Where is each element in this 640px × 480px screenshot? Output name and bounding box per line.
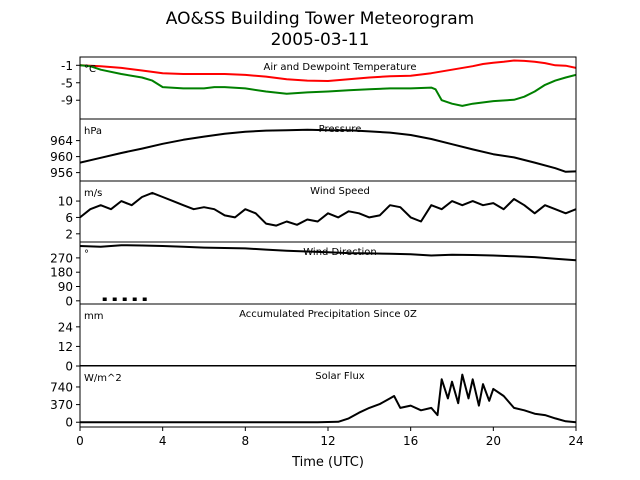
y-tick-label: 24 [58,320,73,334]
panel-precipitation: 24 12 0 Accumulated Precipitation Since 0Z m… [58,303,577,374]
x-tick-label: 12 [320,434,335,448]
y-tick-label: -5 [61,76,73,90]
panel-title: Air and Dewpoint Temperature [264,62,417,73]
series-line-solar_flux-0 [80,373,576,424]
series-line-wind_speed-0 [80,191,576,227]
y-tick-label: 180 [50,266,73,280]
y-tick-label: 6 [65,211,73,225]
x-tick-label: 24 [568,434,583,448]
x-tick-label: 16 [403,434,418,448]
x-axis-label: Time (UTC) [291,455,364,470]
panel-unit: ° [84,249,89,260]
x-tick-label: 20 [486,434,501,448]
x-axis: 0 4 8 12 16 20 24 [76,427,584,448]
panel-pressure: 964 960 956 Pressure hPa [50,118,577,182]
y-tick-label: 270 [50,251,73,265]
panel-title: Solar Flux [315,371,365,382]
y-tick-label: 956 [50,166,73,180]
series-line-pressure-0 [80,128,576,173]
panel-wind_speed: 10 6 2 Wind Speed m/s [58,180,577,243]
panel-temperature: -1 -5 -9 Air and Dewpoint Temperature °C [61,56,577,120]
x-tick-label: 4 [159,434,167,448]
panel-unit: m/s [84,188,102,199]
y-tick-label: 90 [58,280,73,294]
chart-subtitle: 2005-03-11 [271,30,370,50]
panel-unit: hPa [84,126,102,137]
series-line-temperature-1 [80,64,576,107]
x-tick-label: 0 [76,434,84,448]
chart-title: AO&SS Building Tower Meteorogram [166,9,474,29]
y-tick-label: -1 [61,59,73,73]
y-tick-label: 370 [50,398,73,412]
panel-unit: mm [84,311,103,322]
y-tick-label: 960 [50,150,73,164]
y-tick-label: 740 [50,380,73,394]
series-line-wind_direction-0 [80,244,576,262]
panel-title: Accumulated Precipitation Since 0Z [239,309,417,320]
panel-solar_flux: 740 370 0 Solar Flux W/m^2 [50,365,577,430]
y-tick-label: 0 [65,416,73,430]
x-tick-label: 8 [242,434,250,448]
y-tick-label: 10 [58,195,73,209]
y-tick-label: -9 [61,94,73,108]
panel-title: Wind Speed [310,186,370,197]
y-tick-label: 2 [65,227,73,241]
series-line-temperature-0 [80,59,576,82]
y-tick-label: 0 [65,360,73,374]
panel-title: Wind Direction [303,247,377,258]
y-tick-label: 0 [65,294,73,308]
y-tick-label: 964 [50,134,73,148]
panel-unit: W/m^2 [84,373,122,384]
panel-unit: °C [84,64,96,75]
y-tick-label: 12 [58,340,73,354]
panel-title: Pressure [319,124,362,135]
